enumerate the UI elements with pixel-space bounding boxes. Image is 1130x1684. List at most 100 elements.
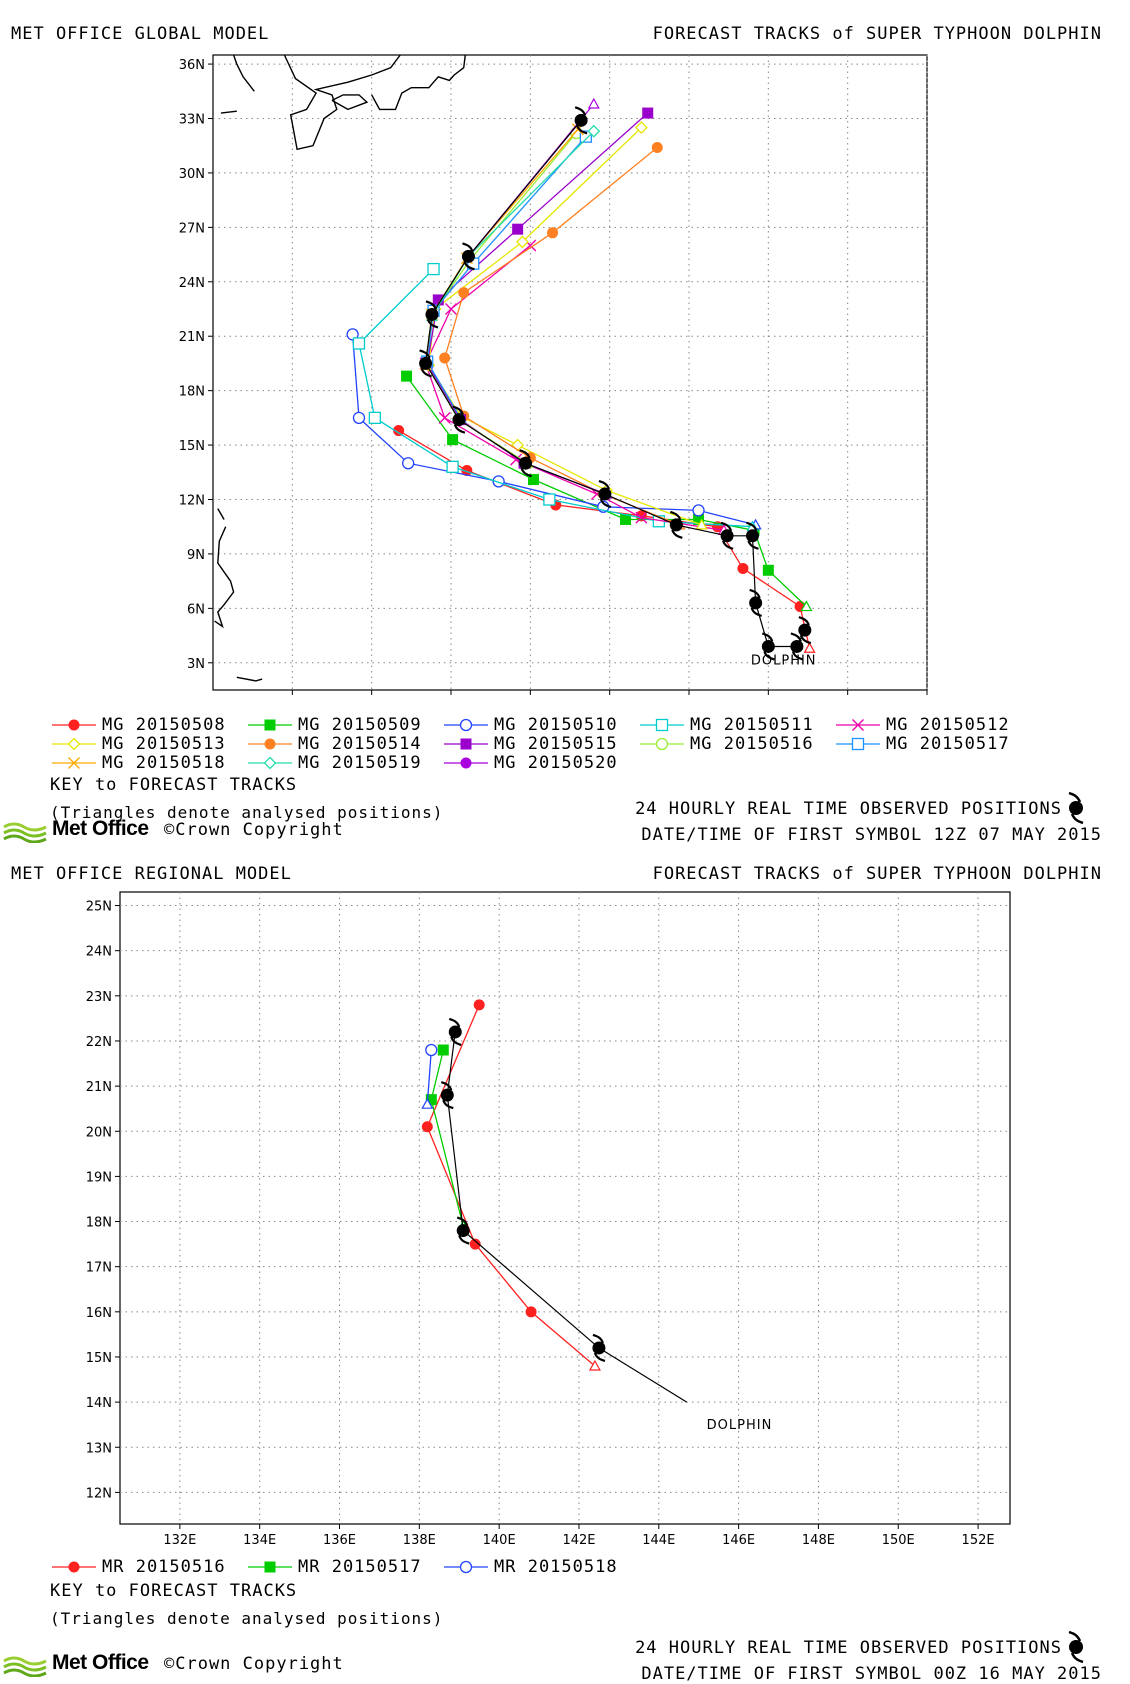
legend-swatch: [444, 718, 488, 732]
map-grid: [208, 55, 928, 695]
forecast-track-point: [525, 1306, 537, 1318]
global-observed-label: 24 HOURLY REAL TIME OBSERVED POSITIONS: [635, 799, 1062, 819]
forecast-track-point: [437, 1044, 449, 1056]
legend-label: MG 20150513: [102, 734, 226, 754]
lon-tick-label: 136E: [323, 1533, 356, 1548]
legend-label: MG 20150515: [494, 734, 618, 754]
lon-tick-label: 130E: [276, 699, 309, 700]
coastline-segment: [371, 54, 466, 111]
lat-tick-label: 33N: [179, 113, 205, 128]
regional-observed-label: 24 HOURLY REAL TIME OBSERVED POSITIONS: [635, 1638, 1062, 1658]
forecast-track-point: [446, 460, 459, 473]
lat-tick-label: 14N: [86, 1396, 112, 1411]
coastline-segment: [214, 526, 235, 629]
forecast-track-line: [426, 1049, 432, 1105]
forecast-track-point: [473, 999, 485, 1011]
observed-position-symbol: [798, 616, 812, 645]
lat-tick-label: 13N: [86, 1441, 112, 1456]
lon-tick-label: 135E: [355, 699, 388, 700]
regional-header-left: MET OFFICE REGIONAL MODEL: [11, 864, 292, 884]
forecast-track-point: [346, 328, 359, 341]
forecast-track-point: [352, 411, 366, 425]
lat-tick-label: 18N: [179, 385, 205, 400]
global-key-note: (Triangles denote analysed positions): [50, 803, 444, 822]
map-frame: [119, 891, 1011, 1525]
legend-swatch-marker: [852, 719, 864, 731]
forecast-track-point: [425, 1043, 438, 1057]
legend-swatch: [640, 737, 684, 751]
forecast-track-point: [445, 303, 457, 315]
forecast-track-point: [762, 564, 774, 576]
forecast-track-point: [458, 287, 470, 299]
forecast-track-point: [651, 142, 663, 154]
forecast-track-point: [492, 475, 505, 488]
lon-tick-label: 140E: [434, 699, 467, 700]
observed-position-symbol: [761, 632, 775, 661]
observed-track: [440, 1017, 688, 1403]
regional-model-panel: MET OFFICE REGIONAL MODEL FORECAST TRACK…: [0, 840, 1130, 1684]
lon-tick-label: 132E: [163, 1533, 196, 1548]
lon-tick-label: 148E: [802, 1533, 835, 1548]
coastline-segment: [236, 676, 263, 682]
legend-swatch: [836, 719, 880, 731]
regional-key-note: (Triangles denote analysed positions): [50, 1609, 444, 1628]
observed-position-symbol: [448, 1017, 462, 1046]
regional-key-title: KEY to FORECAST TRACKS: [50, 1581, 298, 1601]
forecast-track-point: [587, 124, 601, 138]
lat-tick-label: 12N: [86, 1486, 112, 1501]
forecast-track-point: [512, 223, 524, 235]
legend-swatch: [444, 1560, 488, 1574]
coastline-segment: [232, 54, 255, 92]
met-office-wave-icon: [3, 1656, 47, 1677]
global-key-title: KEY to FORECAST TRACKS: [50, 775, 298, 795]
legend-swatch-marker: [460, 738, 472, 750]
lat-tick-label: 21N: [86, 1080, 112, 1095]
copyright-text: ©Crown Copyright: [164, 820, 344, 840]
coastline-segment: [220, 110, 237, 114]
forecast-track-point: [543, 493, 556, 506]
observed-position-symbol: [425, 300, 439, 329]
met-office-logo: Met Office ©Crown Copyright: [2, 1651, 382, 1678]
legend-swatch-marker: [68, 757, 80, 769]
forecast-track-point: [432, 294, 444, 306]
forecast-track-point: [427, 262, 440, 276]
coastline: [214, 54, 466, 682]
observed-position-symbol: [461, 242, 475, 271]
lon-tick-label: 145E: [514, 699, 547, 700]
lat-tick-label: 18N: [86, 1216, 112, 1231]
forecast-track-point: [620, 513, 632, 525]
regional-first-symbol: DATE/TIME OF FIRST SYMBOL 00Z 16 MAY 201…: [641, 1664, 1102, 1684]
observed-position-symbol: [456, 1216, 470, 1245]
forecast-track-point: [547, 227, 559, 239]
legend-swatch-marker: [67, 737, 81, 751]
global-model-panel: MET OFFICE GLOBAL MODEL FORECAST TRACKS …: [0, 0, 1130, 845]
coastline-segment: [283, 54, 401, 151]
analysed-position-triangle: [803, 642, 816, 653]
map-grid: [115, 892, 1010, 1529]
lat-tick-label: 30N: [179, 167, 205, 182]
legend-label: MG 20150508: [102, 715, 226, 735]
legend-swatch: [52, 737, 96, 751]
legend-swatch-marker: [459, 718, 473, 732]
met-office-logo: Met Office ©Crown Copyright: [2, 817, 382, 844]
legend-swatch: [52, 757, 96, 769]
met-office-wave-icon: [3, 822, 47, 843]
legend-swatch-marker: [264, 719, 276, 731]
observed-position-symbol: [749, 588, 763, 617]
lon-tick-label: 160E: [752, 699, 785, 700]
legend-swatch: [248, 719, 292, 731]
analysed-position-triangle: [421, 1097, 434, 1109]
observed-position-symbol: [598, 480, 612, 509]
forecast-track-point: [402, 457, 415, 470]
observed-position-symbol: [745, 521, 759, 550]
forecast-track-point: [439, 352, 451, 364]
legend-label: MG 20150512: [886, 715, 1010, 735]
forecast-track-point: [737, 562, 749, 574]
global-track-map: 130E 135E 140E 145E 150E 155E 160E 165E 170E 3N 6N…: [179, 54, 944, 700]
legend-swatch-marker: [655, 718, 669, 732]
legend-label: MG 20150509: [298, 715, 422, 735]
lat-tick-label: 15N: [179, 439, 205, 454]
legend-swatch-marker: [460, 757, 472, 769]
analysed-position-triangle: [800, 600, 813, 612]
forecast-track-point: [528, 474, 540, 486]
